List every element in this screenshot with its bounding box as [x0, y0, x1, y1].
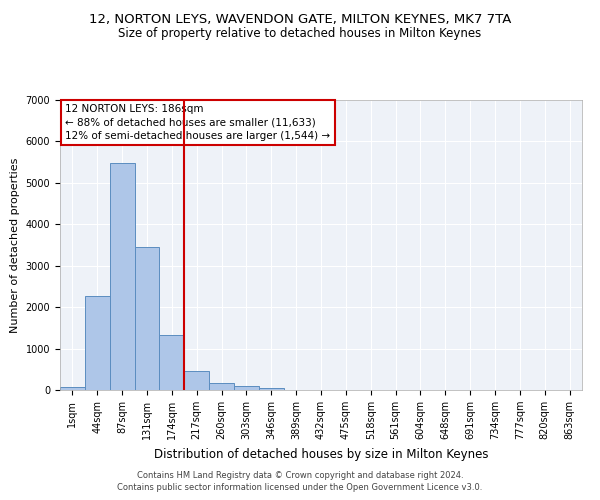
Text: Contains HM Land Registry data © Crown copyright and database right 2024.
Contai: Contains HM Land Registry data © Crown c… [118, 471, 482, 492]
Text: 12 NORTON LEYS: 186sqm
← 88% of detached houses are smaller (11,633)
12% of semi: 12 NORTON LEYS: 186sqm ← 88% of detached… [65, 104, 331, 141]
Bar [60, 386, 85, 390]
Y-axis label: Number of detached properties: Number of detached properties [10, 158, 20, 332]
X-axis label: Distribution of detached houses by size in Milton Keynes: Distribution of detached houses by size … [154, 448, 488, 460]
Bar [85, 296, 110, 390]
Bar [134, 247, 160, 390]
Bar [259, 388, 284, 390]
Bar [184, 371, 209, 390]
Bar [160, 336, 184, 390]
Text: Size of property relative to detached houses in Milton Keynes: Size of property relative to detached ho… [118, 28, 482, 40]
Bar [234, 386, 259, 390]
Text: 12, NORTON LEYS, WAVENDON GATE, MILTON KEYNES, MK7 7TA: 12, NORTON LEYS, WAVENDON GATE, MILTON K… [89, 12, 511, 26]
Bar [110, 163, 134, 390]
Bar [209, 384, 234, 390]
